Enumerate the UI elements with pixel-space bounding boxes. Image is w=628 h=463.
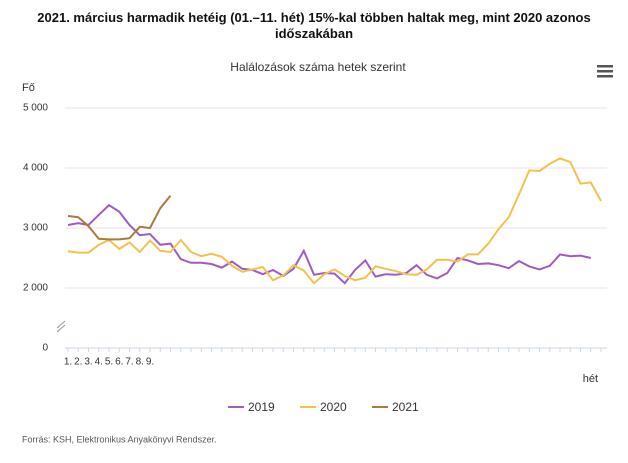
y-tick-label: 0: [42, 343, 48, 354]
y-tick-label: 3 000: [23, 223, 48, 234]
y-axis-label: Fő: [22, 82, 35, 94]
x-tick-label: 3.: [84, 357, 92, 368]
axis-break: [56, 320, 66, 333]
x-tick-label: 4.: [95, 357, 103, 368]
menu-bar: [597, 75, 613, 78]
menu-bar: [597, 65, 613, 68]
y-tick-label: 2 000: [23, 283, 48, 294]
x-tick-label: 2.: [74, 357, 82, 368]
x-tick-label: 1.: [64, 357, 72, 368]
legend-label: 2019: [248, 400, 275, 414]
chart-title: 2021. március harmadik hetéig (01.–11. h…: [37, 10, 591, 41]
source-note: Forrás: KSH, Elektronikus Anyakönyvi Ren…: [22, 434, 217, 444]
series-line: [67, 194, 172, 241]
menu-bar: [597, 70, 613, 73]
legend-label: 2021: [392, 400, 419, 414]
x-tick-label: 6.: [115, 357, 123, 368]
series-line: [67, 203, 592, 285]
x-axis-label: hét: [583, 373, 598, 385]
x-tick-label: 5.: [105, 357, 113, 368]
x-tick-label: 9.: [146, 357, 154, 368]
y-tick-label: 4 000: [23, 163, 48, 174]
x-tick-label: 8.: [136, 357, 144, 368]
chart-subtitle: Halálozások száma hetek szerint: [230, 60, 406, 74]
legend-label: 2020: [320, 400, 347, 414]
y-tick-label: 5 000: [23, 103, 48, 114]
menu-icon[interactable]: [597, 65, 613, 78]
series-line: [67, 157, 602, 285]
x-tick-label: 7.: [125, 357, 133, 368]
